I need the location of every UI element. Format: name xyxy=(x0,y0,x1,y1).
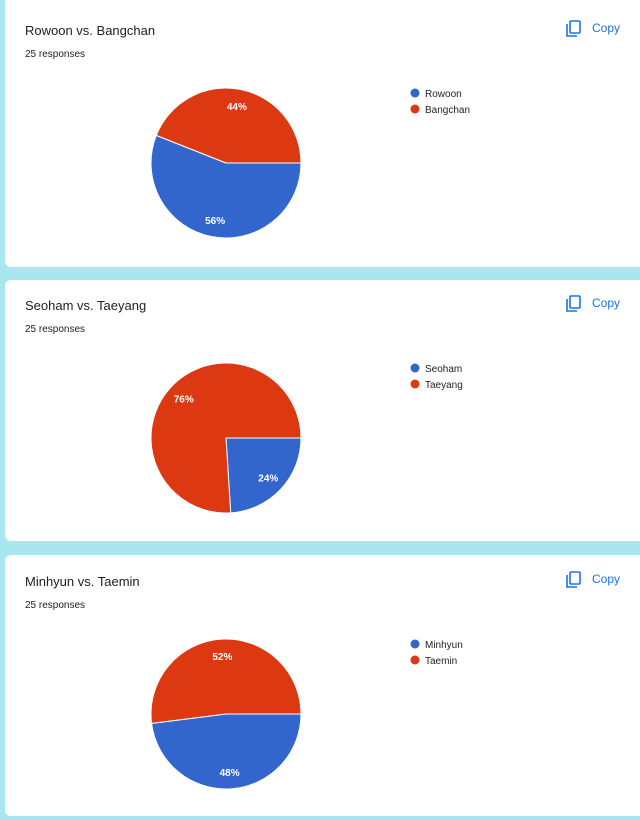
slice-label: 24% xyxy=(258,474,278,485)
legend-label: Bangchan xyxy=(425,105,470,116)
response-count: 25 responses xyxy=(25,600,85,611)
slice-label: 56% xyxy=(205,216,225,227)
copy-icon xyxy=(569,20,581,34)
slice-label: 76% xyxy=(174,394,194,405)
response-count: 25 responses xyxy=(25,49,85,60)
copy-icon xyxy=(569,295,581,309)
copy-icon xyxy=(566,299,577,312)
legend-label: Minhyun xyxy=(425,640,463,651)
legend-label: Seoham xyxy=(425,364,462,375)
legend-swatch xyxy=(410,88,420,98)
pie-slice xyxy=(225,437,302,514)
question-card: Minhyun vs. Taemin 25 responses Copy 48% Min… xyxy=(5,555,640,816)
legend-label: Taemin xyxy=(425,656,457,667)
copy-button[interactable]: Copy xyxy=(566,295,620,312)
question-title: Seoham vs. Taeyang xyxy=(25,298,146,313)
pie-slice xyxy=(155,87,302,164)
copy-button[interactable]: Copy xyxy=(566,20,620,37)
copy-button[interactable]: Copy xyxy=(566,571,620,588)
card-bg xyxy=(5,0,640,267)
question-card: Seoham vs. Taeyang 25 responses Copy 24% Seo… xyxy=(5,280,640,541)
card-bg xyxy=(5,555,640,816)
legend-swatch xyxy=(410,639,420,649)
legend-swatch xyxy=(410,655,420,665)
copy-icon xyxy=(566,24,577,37)
copy-label: Copy xyxy=(592,572,620,586)
pie-slice xyxy=(151,713,302,790)
question-card: Rowoon vs. Bangchan 25 responses Copy 56% Ro… xyxy=(5,0,640,267)
slice-label: 52% xyxy=(212,652,232,663)
slice-label: 44% xyxy=(227,102,247,113)
question-title: Minhyun vs. Taemin xyxy=(25,574,140,589)
legend-swatch xyxy=(410,379,420,389)
slice-label: 48% xyxy=(220,768,240,779)
response-count: 25 responses xyxy=(25,324,85,335)
pie-slice xyxy=(150,638,302,724)
copy-label: Copy xyxy=(592,21,620,35)
legend-swatch xyxy=(410,104,420,114)
pie-slice xyxy=(150,362,302,514)
pie-slice xyxy=(150,134,302,239)
copy-icon xyxy=(566,575,577,588)
copy-label: Copy xyxy=(592,296,620,310)
legend-label: Rowoon xyxy=(425,89,462,100)
legend-label: Taeyang xyxy=(425,380,463,391)
legend-swatch xyxy=(410,363,420,373)
card-bg xyxy=(5,280,640,541)
copy-icon xyxy=(569,571,581,585)
question-title: Rowoon vs. Bangchan xyxy=(25,23,155,38)
